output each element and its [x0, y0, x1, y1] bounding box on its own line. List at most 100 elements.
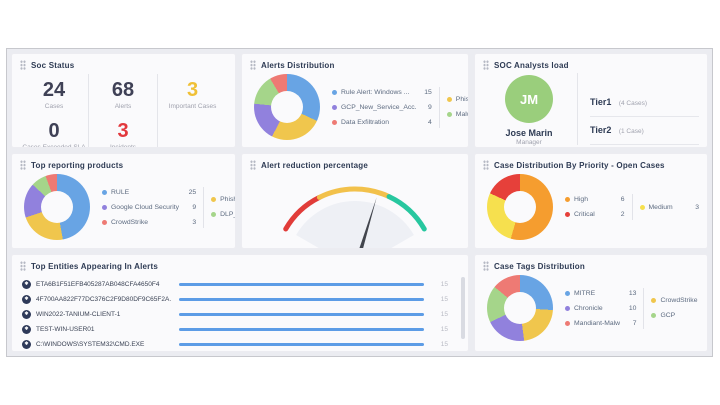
stat-label: Alerts — [114, 103, 132, 110]
entity-badge-icon: ✱ — [22, 295, 31, 304]
panel-title: Alert reduction percentage — [261, 160, 369, 170]
panel-title: Alerts Distribution — [261, 60, 335, 70]
legend-column: RULE 25 Google Cloud Security 9 CrowdStr… — [102, 185, 196, 230]
legend-dot-icon — [446, 97, 452, 102]
panel-title: SOC Analysts load — [494, 60, 569, 70]
entity-bar — [179, 313, 424, 316]
entity-value: 15 — [440, 281, 448, 288]
legend-label: GCP_New_Service_Acc... — [341, 103, 416, 111]
entity-bar-fill — [179, 283, 424, 286]
tier-name: Tier1 — [590, 97, 612, 107]
legend: MITRE 13 Chronicle 10 Mandiant-Malware 7 — [565, 286, 707, 331]
legend-item[interactable]: Mandiant-Malware 7 — [565, 316, 636, 331]
entity-row[interactable]: ✱ WIN2022-TANIUM-CLIENT-1 15 — [20, 307, 460, 322]
entity-bar — [179, 298, 424, 301]
case-tags-donut-chart[interactable] — [487, 275, 553, 341]
stat-label: Cases — [44, 103, 64, 110]
legend-item[interactable]: CrowdStrike 3 — [102, 215, 196, 230]
drag-handle-icon[interactable] — [483, 160, 489, 170]
tier-row[interactable]: Tier1 (4 Cases) — [590, 89, 699, 117]
alerts-donut-chart[interactable] — [254, 74, 320, 140]
drag-handle-icon[interactable] — [483, 60, 489, 70]
legend: Rule Alert: Windows ... 15 GCP_New_Servi… — [332, 85, 468, 130]
legend-item[interactable]: Phishing Email Detec... 12 — [446, 92, 468, 107]
legend-dot-icon — [332, 89, 337, 95]
panel-title: Top reporting products — [31, 160, 124, 170]
legend-value: 3 — [695, 204, 699, 211]
legend-dot-icon — [102, 189, 107, 195]
entity-row[interactable]: ✱ TEST-WIN-USER01 15 — [20, 322, 460, 337]
entity-row[interactable]: ✱ C:\WINDOWS\SYSTEM32\CMD.EXE 15 — [20, 337, 460, 351]
legend-dot-icon — [651, 313, 657, 318]
scrollbar[interactable] — [461, 277, 465, 339]
legend-dot-icon — [565, 212, 570, 217]
legend-item[interactable]: Critical 2 — [565, 207, 625, 222]
legend-value: 6 — [620, 196, 625, 203]
legend-item[interactable]: High 6 — [565, 192, 625, 207]
legend: High 6 Critical 2 Medium — [565, 192, 699, 222]
legend-item[interactable]: DLP_Product 4 — [211, 207, 235, 222]
legend-item[interactable]: Phishing Email Detec... 12 — [211, 192, 235, 207]
drag-handle-icon[interactable] — [20, 60, 26, 70]
legend-value: 2 — [620, 211, 625, 218]
drag-handle-icon[interactable] — [250, 160, 256, 170]
legend-item[interactable]: MITRE 13 — [565, 286, 636, 301]
panel-title: Case Tags Distribution — [494, 261, 585, 271]
entity-name: 4F700AA822F77DC376C2F9D80DF9C65F2A... — [36, 296, 171, 303]
card-header: Soc Status — [20, 59, 227, 71]
legend-item[interactable]: GCP 9 — [651, 308, 707, 323]
legend-label: MITRE — [574, 289, 596, 297]
drag-handle-icon[interactable] — [250, 60, 256, 70]
entity-bar — [179, 328, 424, 331]
legend-item[interactable]: GCP_New_Service_Acc... 9 — [332, 100, 432, 115]
legend-item[interactable]: CrowdStrike 11 — [651, 293, 707, 308]
legend-value: 3 — [192, 218, 197, 226]
stat-value: 24 — [42, 79, 66, 101]
soc-status-stats: 24 Cases 68 Alerts 3 Important Cases 0 C… — [20, 74, 227, 147]
legend-item[interactable]: Chronicle 10 — [565, 301, 636, 316]
legend-label: DLP_Product — [220, 211, 235, 218]
legend-label: Rule Alert: Windows ... — [341, 88, 410, 96]
analyst-row: JM Jose Marin Manager Tier1 (4 Cases) Ti… — [483, 73, 699, 146]
stat-value: 0 — [48, 120, 60, 142]
panel-title: Top Entities Appearing In Alerts — [31, 261, 159, 271]
vertical-divider — [577, 73, 578, 145]
legend-item[interactable]: Malware Detection 7 — [446, 107, 468, 122]
chart-row: High 6 Critical 2 Medium — [483, 174, 699, 240]
legend-label: Phishing Email Detec... — [220, 196, 235, 203]
legend-item[interactable]: RULE 25 — [102, 185, 196, 200]
panel-title: Case Distribution By Priority - Open Cas… — [494, 160, 665, 170]
legend-label: CrowdStrike — [660, 297, 698, 304]
entity-name: ETA6B1F51EFB405287AB048CFA4650F4 — [36, 281, 160, 288]
legend-item[interactable]: Rule Alert: Windows ... 15 — [332, 85, 432, 100]
products-donut-chart[interactable] — [24, 174, 90, 240]
legend-dot-icon — [446, 112, 452, 117]
entity-row[interactable]: ✱ ETA6B1F51EFB405287AB048CFA4650F4 15 — [20, 277, 460, 292]
entity-row[interactable]: ✱ 4F700AA822F77DC376C2F9D80DF9C65F2A... … — [20, 292, 460, 307]
priority-distribution-card: Case Distribution By Priority - Open Cas… — [474, 153, 708, 249]
drag-handle-icon[interactable] — [20, 261, 26, 271]
priority-donut-chart[interactable] — [487, 174, 553, 240]
legend-item[interactable]: Data Exfiltration 4 — [332, 115, 432, 130]
alerts-distribution-card: Alerts Distribution Rule Alert: Windows … — [241, 53, 469, 148]
avatar[interactable]: JM — [505, 75, 553, 123]
gauge-chart[interactable] — [250, 164, 460, 249]
stat-value: 68 — [111, 79, 135, 101]
legend-column: Medium 3 — [639, 192, 699, 222]
chart-row: Rule Alert: Windows ... 15 GCP_New_Servi… — [250, 74, 468, 140]
legend-column: High 6 Critical 2 — [565, 192, 625, 222]
legend: RULE 25 Google Cloud Security 9 CrowdStr… — [102, 185, 235, 230]
drag-handle-icon[interactable] — [483, 261, 489, 271]
legend-item[interactable]: Medium 3 — [639, 200, 699, 215]
card-header: Case Tags Distribution — [483, 260, 699, 272]
entity-bar-fill — [179, 298, 424, 301]
tier-cases: (1 Case) — [618, 128, 644, 135]
gauge-fan — [296, 201, 414, 248]
tier-row[interactable]: Tier2 (1 Case) — [590, 117, 699, 145]
legend-item[interactable]: Google Cloud Security 9 — [102, 200, 196, 215]
legend-label: Google Cloud Security — [111, 203, 180, 211]
entity-badge-icon: ✱ — [22, 280, 31, 289]
stat-incidents: 3 Incidents — [89, 115, 158, 147]
analyst-role: Manager — [516, 139, 542, 146]
drag-handle-icon[interactable] — [20, 160, 26, 170]
